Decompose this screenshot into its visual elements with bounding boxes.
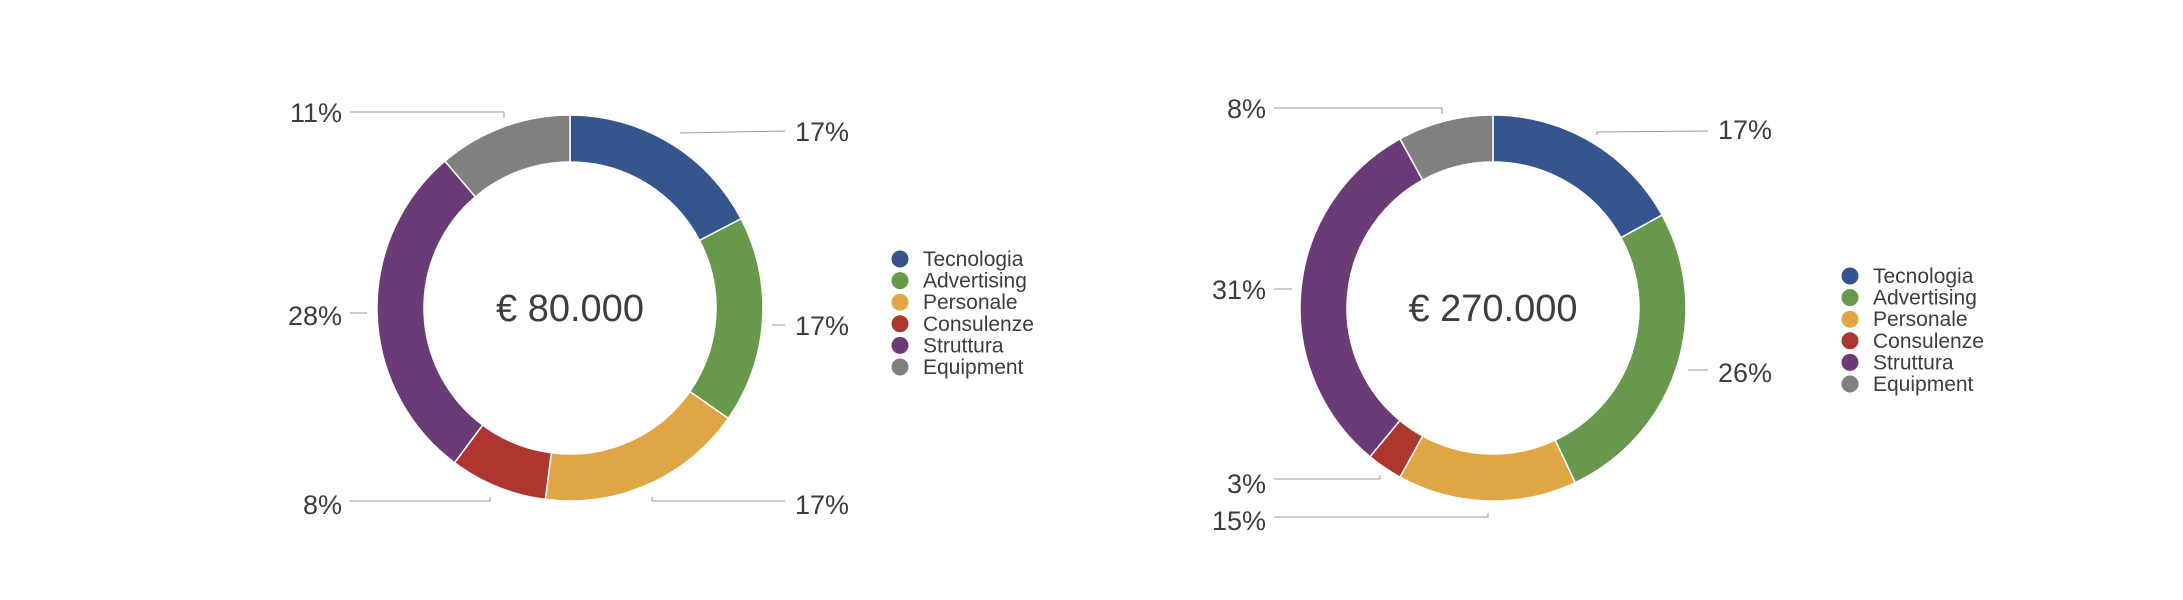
center-total-label: € 80.000	[496, 288, 644, 330]
leader-line	[350, 497, 491, 502]
value-label-struttura: 28%	[288, 301, 342, 331]
legend-marker-tecnologia	[891, 250, 909, 268]
slice-advertising	[688, 217, 764, 420]
leader-line	[1274, 107, 1443, 114]
legend-label-tecnologia: Tecnologia	[923, 248, 1024, 271]
donut-chart-1: € 80.000 17% 17% 17% 8% 28% 11% TecnologiaAdver…	[288, 98, 1034, 520]
value-label-struttura: 31%	[1212, 275, 1266, 305]
value-label-tecnologia: 17%	[795, 117, 849, 147]
value-label-personale: 17%	[795, 490, 849, 520]
leader-line	[651, 497, 785, 502]
legend-label-consulenze: Consulenze	[923, 313, 1034, 336]
legend-marker-consulenze	[891, 315, 909, 333]
legend-label-struttura: Struttura	[923, 334, 1004, 357]
legend-marker-consulenze	[1841, 332, 1859, 350]
value-label-tecnologia: 17%	[1718, 115, 1772, 145]
value-label-advertising: 26%	[1718, 358, 1772, 388]
slice-equipment	[443, 114, 571, 198]
slice-tecnologia	[1492, 114, 1664, 239]
legend-marker-struttura	[1841, 353, 1859, 371]
leader-line	[350, 111, 505, 118]
legend-marker-personale	[891, 293, 909, 311]
value-label-personale: 15%	[1212, 506, 1266, 536]
value-label-equipment: 8%	[1227, 94, 1266, 124]
slice-struttura	[376, 159, 484, 464]
leader-line	[679, 130, 786, 134]
legend-label-advertising: Advertising	[923, 270, 1027, 293]
legend-label-equipment: Equipment	[923, 356, 1024, 379]
value-label-consulenze: 3%	[1227, 469, 1266, 499]
legend-marker-equipment	[1841, 375, 1859, 393]
center-total-label: € 270.000	[1408, 288, 1577, 330]
legend-marker-advertising	[891, 272, 909, 290]
legend-marker-struttura	[891, 336, 909, 354]
legend-label-tecnologia: Tecnologia	[1873, 265, 1974, 288]
legend-marker-tecnologia	[1841, 267, 1859, 285]
leader-line	[1596, 130, 1709, 135]
legend: TecnologiaAdvertisingPersonaleConsulenze…	[1841, 265, 1984, 396]
slice-equipment	[1399, 114, 1494, 182]
value-label-consulenze: 8%	[303, 490, 342, 520]
value-label-equipment: 11%	[290, 98, 342, 128]
value-label-advertising: 17%	[795, 311, 849, 341]
slice-personale	[544, 390, 730, 502]
legend-label-advertising: Advertising	[1873, 287, 1977, 310]
legend-marker-advertising	[1841, 289, 1859, 307]
leader-line	[1274, 513, 1489, 518]
slice-tecnologia	[569, 114, 743, 242]
slice-advertising	[1554, 214, 1687, 484]
legend: TecnologiaAdvertisingPersonaleConsulenze…	[891, 248, 1034, 379]
legend-label-struttura: Struttura	[1873, 351, 1954, 374]
legend-label-personale: Personale	[1873, 308, 1968, 331]
slice-personale	[1399, 434, 1577, 502]
leader-line	[1274, 475, 1381, 480]
donut-chart-2: € 270.000 17% 26% 15% 3% 31% 8% TecnologiaAdver…	[1212, 94, 1984, 536]
legend-marker-equipment	[891, 358, 909, 376]
legend-label-personale: Personale	[923, 291, 1018, 314]
slice-struttura	[1299, 137, 1424, 458]
legend-marker-personale	[1841, 310, 1859, 328]
legend-label-consulenze: Consulenze	[1873, 330, 1984, 353]
legend-label-equipment: Equipment	[1873, 373, 1974, 396]
